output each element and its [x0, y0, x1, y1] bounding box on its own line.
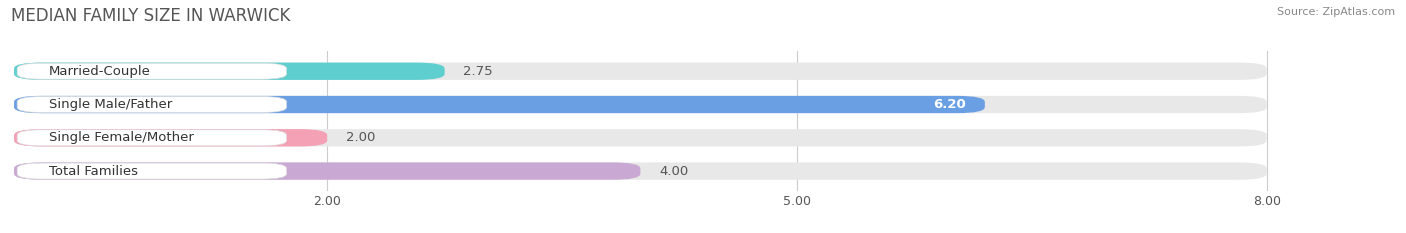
FancyBboxPatch shape [14, 63, 444, 80]
FancyBboxPatch shape [14, 162, 640, 180]
FancyBboxPatch shape [17, 163, 287, 179]
FancyBboxPatch shape [17, 130, 287, 146]
Text: 6.20: 6.20 [934, 98, 966, 111]
Text: Source: ZipAtlas.com: Source: ZipAtlas.com [1277, 7, 1395, 17]
Text: 2.75: 2.75 [464, 65, 494, 78]
FancyBboxPatch shape [14, 129, 328, 147]
FancyBboxPatch shape [14, 129, 1267, 147]
FancyBboxPatch shape [14, 63, 1267, 80]
Text: Total Families: Total Families [48, 164, 138, 178]
FancyBboxPatch shape [14, 96, 1267, 113]
FancyBboxPatch shape [17, 96, 287, 113]
Text: MEDIAN FAMILY SIZE IN WARWICK: MEDIAN FAMILY SIZE IN WARWICK [11, 7, 291, 25]
FancyBboxPatch shape [17, 63, 287, 79]
Text: Single Female/Mother: Single Female/Mother [48, 131, 194, 144]
Text: 2.00: 2.00 [346, 131, 375, 144]
Text: 4.00: 4.00 [659, 164, 689, 178]
Text: Married-Couple: Married-Couple [48, 65, 150, 78]
Text: Single Male/Father: Single Male/Father [48, 98, 172, 111]
FancyBboxPatch shape [14, 96, 984, 113]
FancyBboxPatch shape [14, 162, 1267, 180]
